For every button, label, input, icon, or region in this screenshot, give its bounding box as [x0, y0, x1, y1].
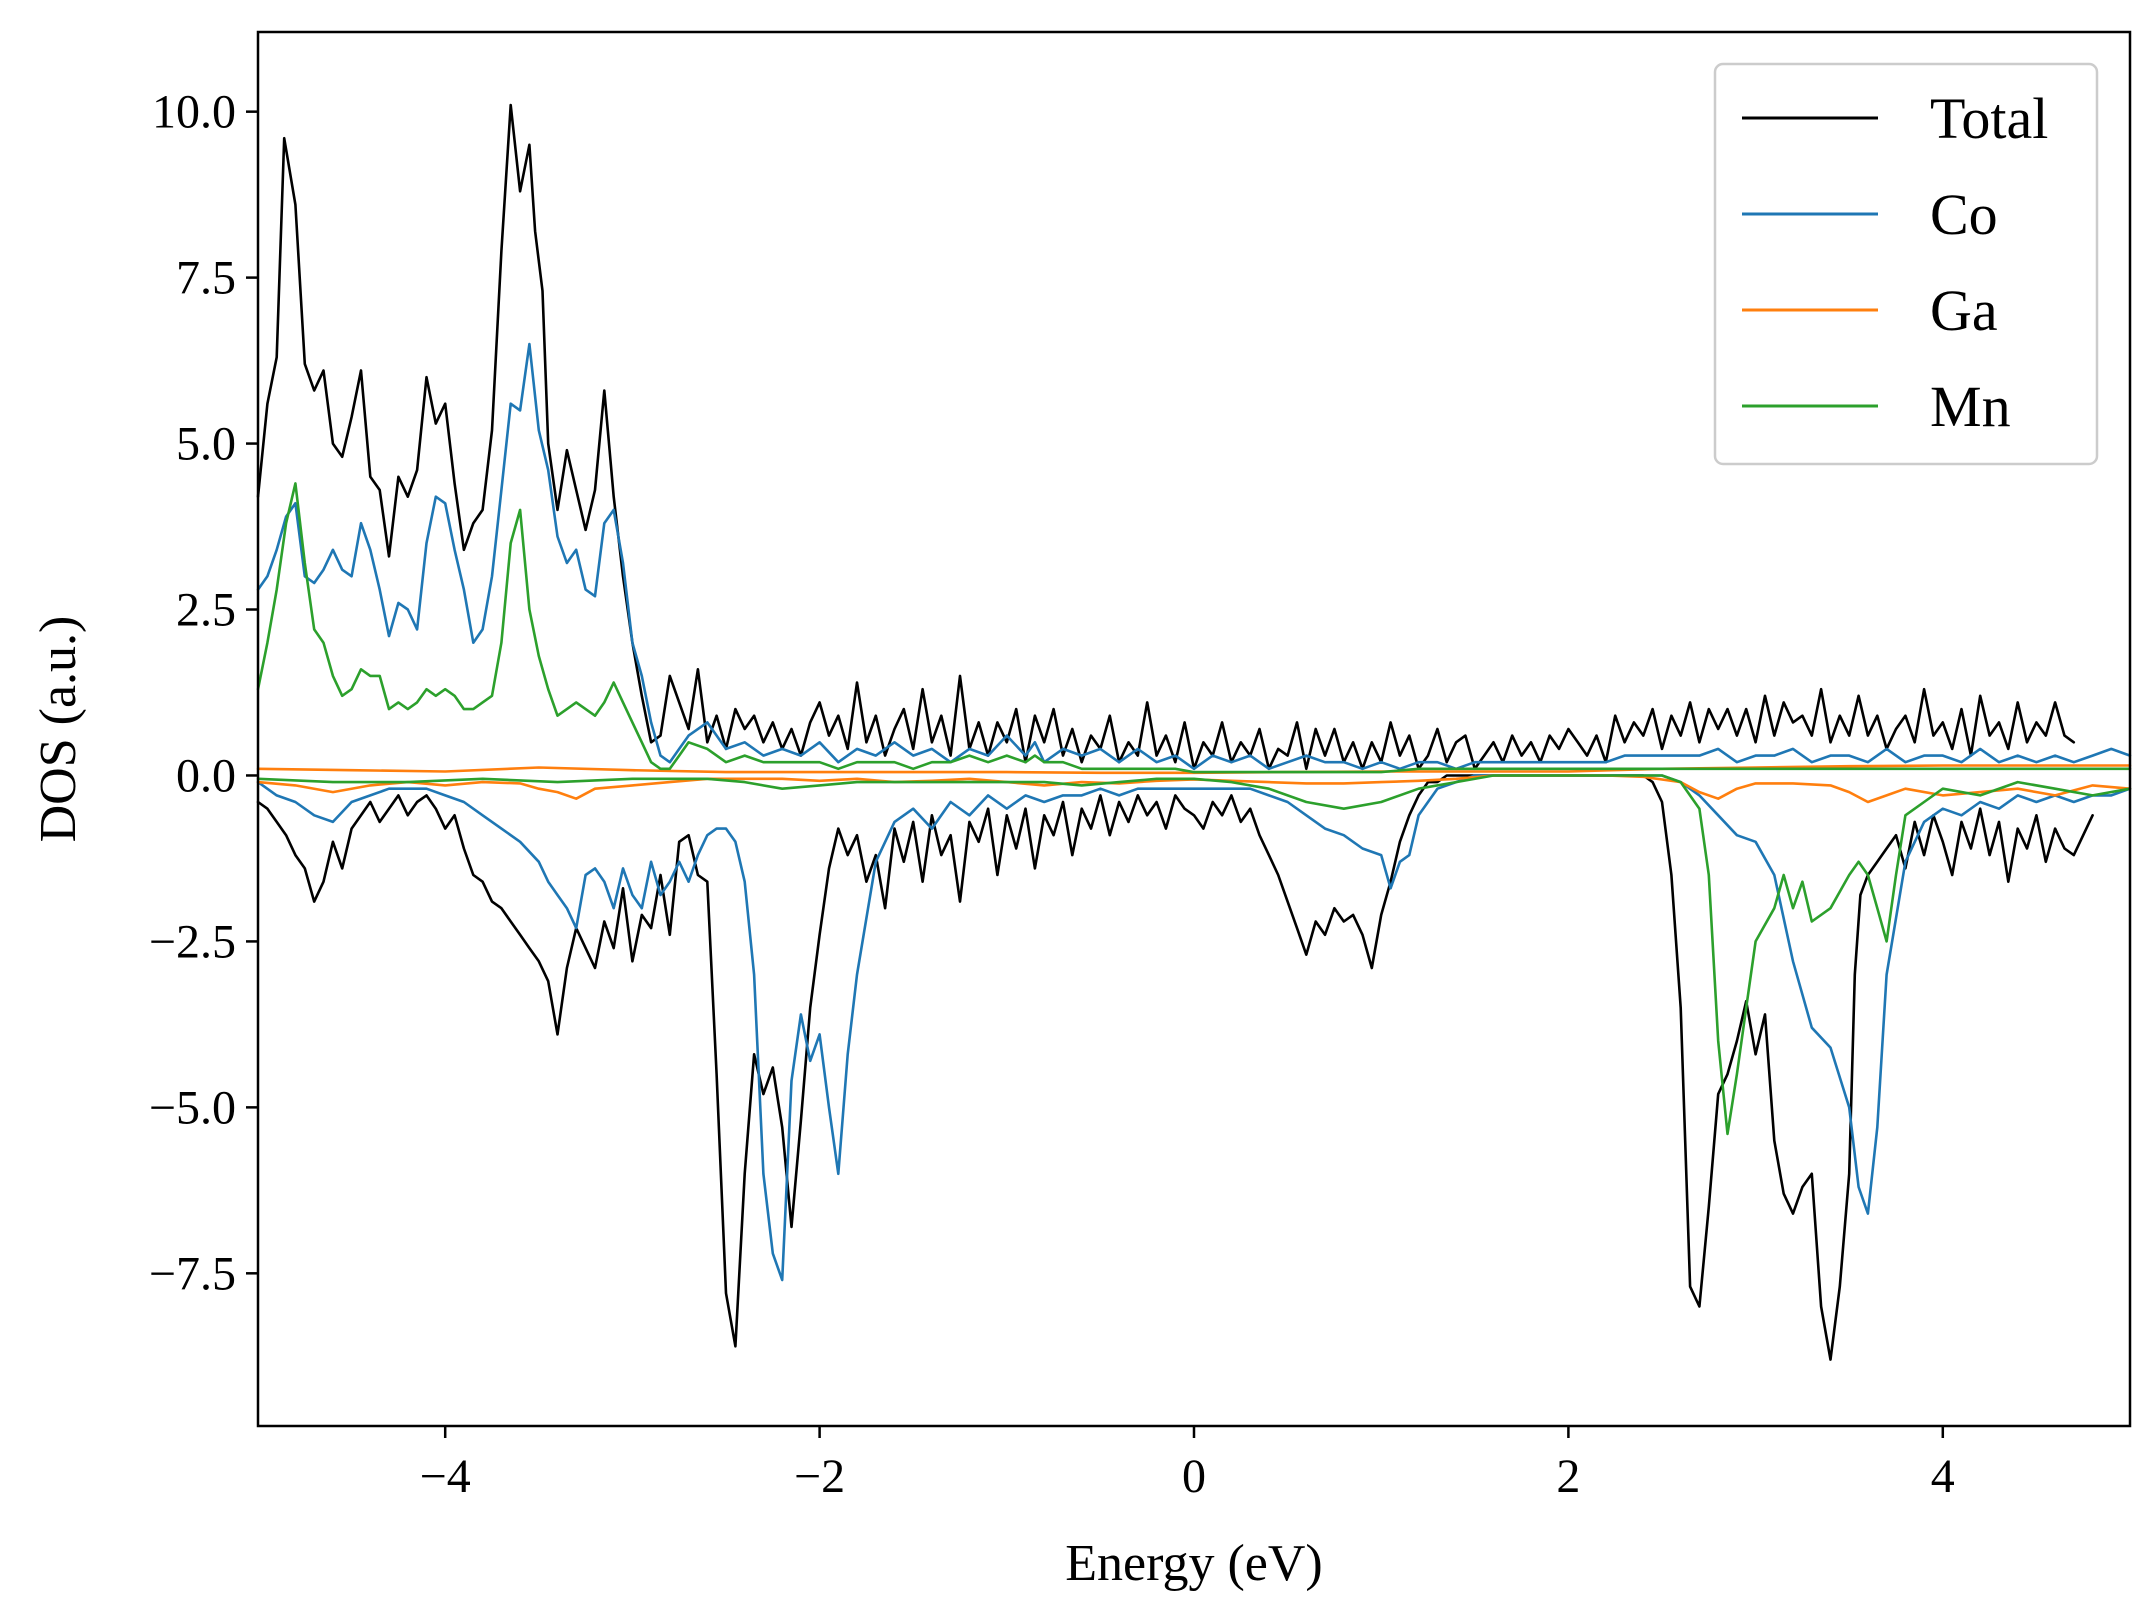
legend: Total Co Ga Mn — [1713, 62, 2099, 466]
series-line-mn-up — [256, 482, 2132, 774]
series-line-total-up — [256, 103, 2076, 771]
x-tick-label: 4 — [1931, 1450, 1955, 1503]
y-tick-label: 10.0 — [152, 86, 236, 139]
series-line-co-up — [256, 342, 2132, 771]
series-layer — [256, 103, 2132, 1361]
y-tick-label: −7.5 — [149, 1247, 236, 1300]
legend-label-total: Total — [1930, 86, 2048, 151]
legend-label-ga: Ga — [1930, 278, 1998, 343]
series-line-mn-down — [256, 774, 2132, 1136]
series-line-co-down — [256, 774, 2132, 1282]
x-tick-label: 0 — [1182, 1450, 1206, 1503]
legend-label-co: Co — [1930, 182, 1998, 247]
y-tick-label: −5.0 — [149, 1081, 236, 1134]
y-tick-label: −2.5 — [149, 915, 236, 968]
y-tick-label: 0.0 — [176, 749, 236, 802]
legend-box — [1713, 62, 2099, 466]
x-axis-label: Energy (eV) — [1065, 1535, 1323, 1592]
x-tick-label: −2 — [794, 1450, 845, 1503]
legend-label-mn: Mn — [1930, 374, 2011, 439]
y-tick-label: 7.5 — [176, 252, 236, 305]
x-tick-label: −4 — [420, 1450, 471, 1503]
y-tick-label: 5.0 — [176, 418, 236, 471]
series-line-total-down — [256, 774, 2094, 1361]
x-tick-label: 2 — [1556, 1450, 1580, 1503]
ticks-layer: −4 −2 0 2 4 −7.5 −5.0 −2.5 0.0 2.5 5.0 7.5 10.0 — [149, 86, 1955, 1503]
y-axis-label: DOS (a.u.) — [30, 616, 87, 843]
y-tick-label: 2.5 — [176, 584, 236, 637]
